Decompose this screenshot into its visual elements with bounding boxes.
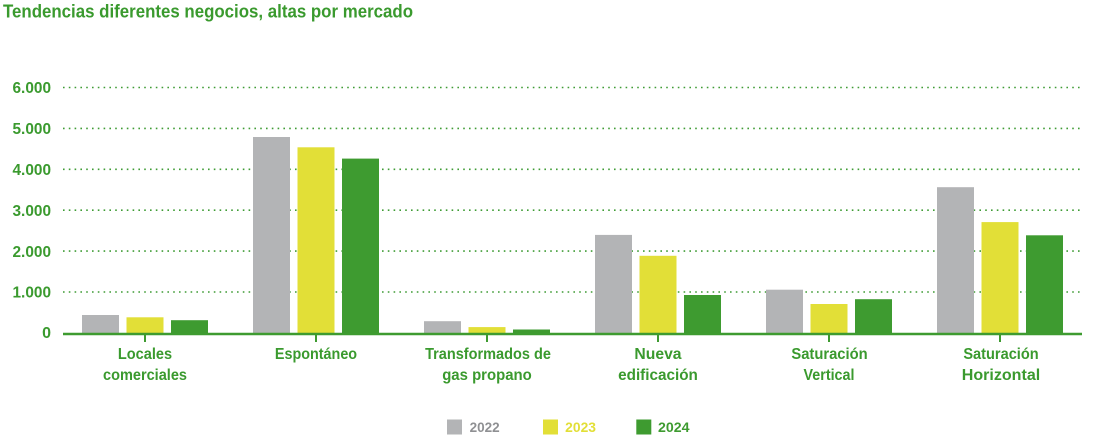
svg-text:Vertical: Vertical	[804, 367, 855, 384]
svg-text:Transformados de: Transformados de	[425, 346, 551, 363]
svg-text:Espontáneo: Espontáneo	[275, 346, 357, 363]
svg-text:2024: 2024	[658, 420, 690, 435]
svg-text:5.000: 5.000	[13, 121, 52, 138]
svg-text:3.000: 3.000	[13, 203, 52, 220]
svg-text:1.000: 1.000	[13, 285, 52, 302]
svg-text:2023: 2023	[565, 420, 596, 435]
svg-text:edificación: edificación	[618, 367, 698, 384]
svg-text:2022: 2022	[470, 420, 500, 435]
svg-text:Horizontal: Horizontal	[962, 367, 1040, 384]
svg-text:6.000: 6.000	[13, 80, 52, 97]
svg-text:Nueva: Nueva	[634, 346, 681, 363]
svg-text:4.000: 4.000	[13, 162, 52, 179]
svg-text:2.000: 2.000	[13, 244, 52, 261]
svg-text:Saturación: Saturación	[963, 346, 1038, 363]
svg-text:Locales: Locales	[118, 346, 173, 363]
svg-text:gas propano: gas propano	[442, 367, 532, 384]
svg-text:0: 0	[42, 325, 51, 342]
svg-text:Tendencias diferentes negocios: Tendencias diferentes negocios, altas po…	[3, 1, 413, 22]
svg-text:Saturación: Saturación	[791, 346, 867, 363]
svg-text:comerciales: comerciales	[103, 367, 187, 384]
